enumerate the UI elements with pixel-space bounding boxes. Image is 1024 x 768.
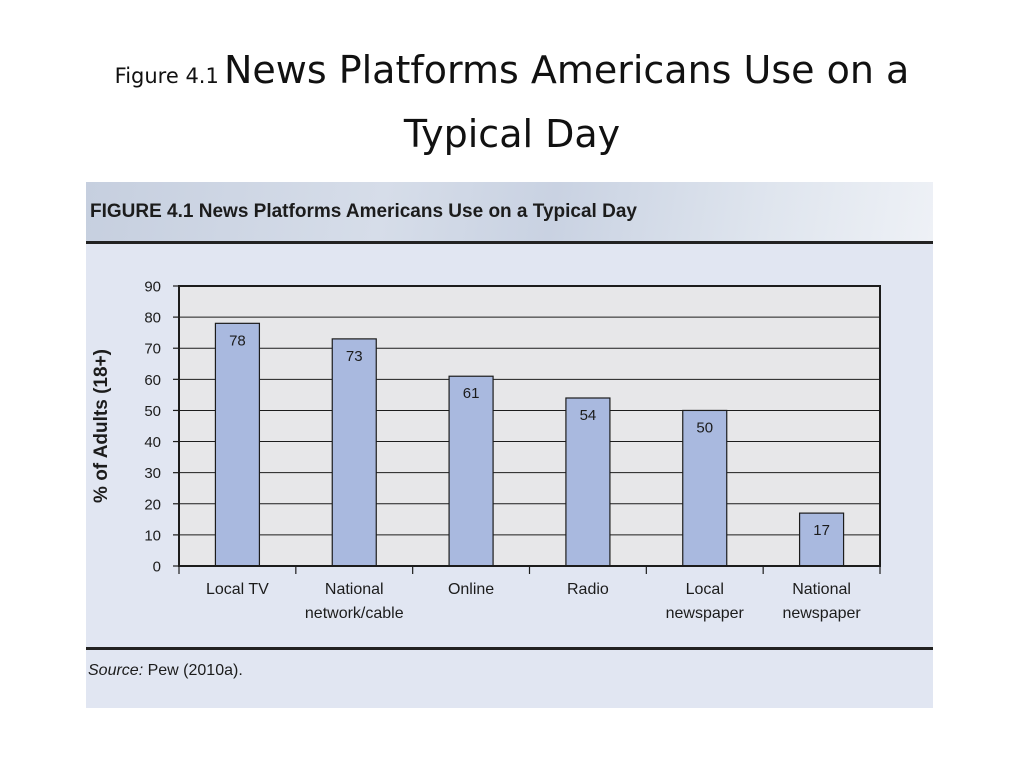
y-tick-label: 10 (144, 527, 161, 544)
slide-title-line2: Typical Day (403, 112, 621, 156)
bar (682, 409, 728, 567)
plot-area (179, 286, 880, 566)
y-tick-label: 0 (153, 559, 161, 576)
y-axis-label: % of Adults (18+) (91, 349, 112, 503)
figure-header-rule (86, 241, 933, 244)
bar-value-label: 61 (463, 385, 480, 402)
bar-value-label: 78 (229, 332, 246, 349)
bar-value-label: 54 (580, 407, 597, 424)
source-label: Source: (88, 662, 144, 679)
x-tick-label: National newspaper (782, 581, 861, 622)
x-tick-label: Local newspaper (666, 581, 745, 622)
bar (448, 375, 494, 567)
figure-header-banner (86, 182, 933, 241)
slide-title: Figure 4.1 News Platforms Americans Use … (0, 40, 1024, 160)
y-tick-label: 80 (144, 310, 161, 327)
bar-chart: 0 10 20 30 40 50 60 70 80 90 78 73 61 54 50 17 Local TV N… (91, 279, 881, 622)
x-tick-label: Online (448, 581, 494, 598)
slide-title-prefix: Figure 4.1 (114, 64, 219, 88)
y-tick-label: 60 (144, 372, 161, 389)
y-tick-label: 30 (144, 465, 161, 482)
bar (331, 338, 377, 567)
y-tick-label: 70 (144, 341, 161, 358)
y-tick-label: 50 (144, 403, 161, 420)
figure-panel: FIGURE 4.1 News Platforms Americans Use … (86, 182, 933, 708)
bar (214, 322, 261, 567)
source-text: Pew (2010a). (147, 662, 243, 679)
bar (798, 512, 845, 567)
y-tick-label: 90 (144, 279, 161, 296)
figure-heading: FIGURE 4.1 News Platforms Americans Use … (90, 201, 637, 222)
slide-title-main: News Platforms Americans Use on a (223, 48, 910, 92)
figure-source: Source: Pew (2010a). (88, 662, 243, 680)
x-tick-label: Local TV (206, 581, 269, 598)
bar (565, 397, 611, 567)
x-tick-label: National network/cable (305, 581, 404, 622)
y-tick-label: 40 (144, 434, 161, 451)
bar-value-label: 17 (813, 522, 830, 539)
figure-footer-rule (86, 647, 933, 650)
y-tick-label: 20 (144, 496, 161, 513)
bar-value-label: 73 (346, 348, 363, 365)
bar-value-label: 50 (696, 419, 713, 436)
x-tick-label: Radio (567, 581, 609, 598)
